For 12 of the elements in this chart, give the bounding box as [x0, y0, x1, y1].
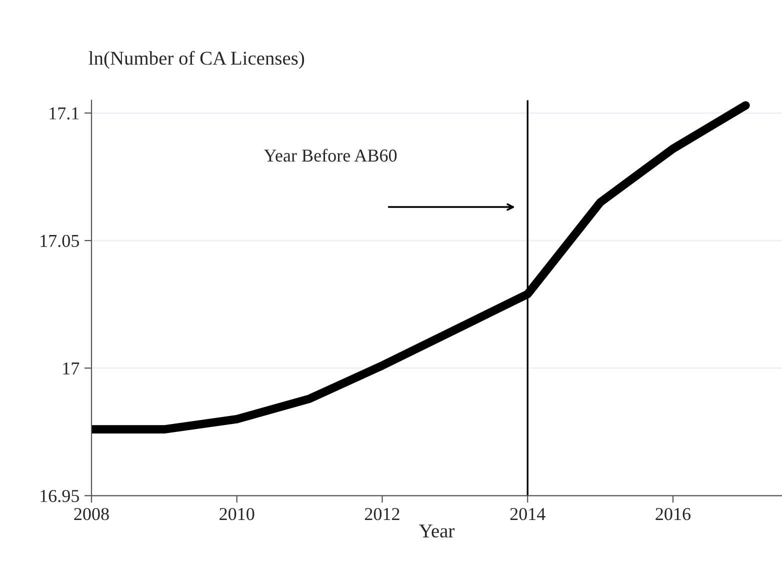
x-axis-title: Year — [419, 524, 454, 538]
y-tick-label: 17.1 — [50, 107, 79, 120]
x-tick-label: 2014 — [510, 508, 546, 520]
y-tick-label: 17.05 — [40, 234, 79, 248]
x-tick-label: 2008 — [74, 508, 109, 520]
y-tick-label: 17 — [63, 362, 80, 374]
x-tick-label: 2010 — [220, 508, 254, 520]
x-tick-label: 2012 — [364, 508, 400, 520]
x-tick-label: 2016 — [656, 508, 690, 520]
y-tick-label: 16.95 — [40, 490, 79, 502]
y-axis-title: ln(Number of CA Licenses) — [88, 50, 304, 69]
ref-line-label: Year Before AB60 — [264, 148, 397, 162]
